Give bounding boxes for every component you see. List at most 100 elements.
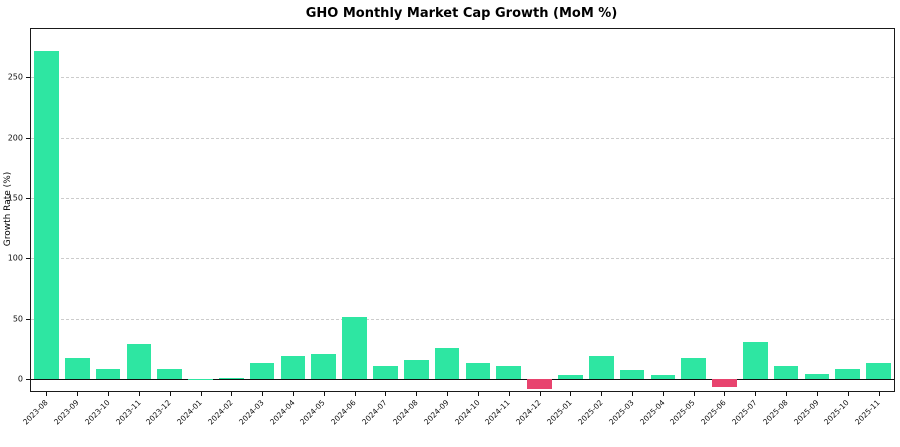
bar xyxy=(64,358,90,379)
y-tick-label: 0 xyxy=(17,374,23,384)
plot-area xyxy=(30,28,895,392)
x-tick-mark xyxy=(138,392,140,396)
bar xyxy=(249,363,275,379)
bar xyxy=(126,343,152,379)
x-tick-mark xyxy=(385,392,387,396)
y-tick-label: 50 xyxy=(12,314,23,324)
x-tick-label: 2025-01 xyxy=(545,398,574,427)
x-tick-mark xyxy=(816,392,818,396)
x-tick-label: 2023-11 xyxy=(113,398,143,427)
x-tick-mark xyxy=(262,392,264,396)
x-tick-label: 2024-01 xyxy=(175,398,204,427)
bar xyxy=(280,356,306,379)
bar xyxy=(342,317,367,379)
y-tick-mark xyxy=(26,258,30,260)
x-tick-label: 2025-09 xyxy=(791,398,821,427)
bar xyxy=(496,365,522,379)
x-tick-mark xyxy=(662,392,664,396)
y-tick-mark xyxy=(26,197,30,199)
x-tick-label: 2024-12 xyxy=(514,398,543,427)
bar xyxy=(712,378,737,388)
x-tick-mark xyxy=(878,392,880,396)
y-gridline xyxy=(31,197,894,199)
bar xyxy=(681,358,706,379)
x-tick-label: 2024-06 xyxy=(329,398,358,427)
x-tick-mark xyxy=(108,392,110,396)
bar xyxy=(34,50,59,379)
x-tick-mark xyxy=(724,392,726,396)
bar xyxy=(835,369,861,379)
x-tick-label: 2025-11 xyxy=(853,398,882,427)
x-tick-label: 2025-06 xyxy=(699,398,728,427)
bar xyxy=(434,347,460,379)
x-tick-label: 2025-07 xyxy=(730,398,759,427)
zero-line xyxy=(31,378,894,380)
x-tick-mark xyxy=(508,392,510,396)
bar xyxy=(311,353,337,379)
x-tick-mark xyxy=(292,392,294,396)
bar xyxy=(866,363,891,379)
x-tick-mark xyxy=(447,392,449,396)
x-tick-mark xyxy=(539,392,541,396)
y-gridline xyxy=(31,258,894,260)
x-tick-mark xyxy=(786,392,788,396)
x-tick-label: 2023-09 xyxy=(52,398,81,427)
x-tick-label: 2023-08 xyxy=(21,398,50,427)
x-tick-mark xyxy=(632,392,634,396)
x-tick-mark xyxy=(416,392,418,396)
x-tick-mark xyxy=(570,392,572,396)
x-tick-label: 2024-08 xyxy=(391,398,420,427)
bar xyxy=(95,369,121,379)
bar xyxy=(219,378,244,379)
x-tick-label: 2025-08 xyxy=(760,398,790,427)
x-tick-label: 2024-07 xyxy=(360,398,389,427)
chart-title: GHO Monthly Market Cap Growth (MoM %) xyxy=(305,6,618,21)
y-gridline xyxy=(31,318,894,320)
x-tick-mark xyxy=(231,392,233,396)
y-tick-mark xyxy=(26,77,30,79)
y-tick-label: 250 xyxy=(7,72,23,82)
bar xyxy=(157,369,183,379)
x-tick-label: 2024-10 xyxy=(452,398,482,427)
y-tick-mark xyxy=(26,378,30,380)
x-tick-mark xyxy=(77,392,79,396)
x-tick-mark xyxy=(477,392,479,396)
x-tick-label: 2024-04 xyxy=(267,398,297,427)
bar xyxy=(742,341,768,379)
x-tick-label: 2024-09 xyxy=(421,398,451,427)
bar xyxy=(465,363,491,379)
x-tick-label: 2024-03 xyxy=(237,398,266,427)
y-tick-mark xyxy=(26,137,30,139)
y-tick-label: 200 xyxy=(7,133,23,143)
x-tick-label: 2024-11 xyxy=(483,398,513,427)
y-gridline xyxy=(31,77,894,79)
x-tick-label: 2023-10 xyxy=(82,398,112,427)
x-tick-label: 2025-05 xyxy=(668,398,698,427)
x-tick-mark xyxy=(354,392,356,396)
y-tick-label: 100 xyxy=(7,253,23,263)
x-tick-label: 2024-05 xyxy=(298,398,328,427)
x-tick-label: 2023-12 xyxy=(144,398,174,427)
x-tick-mark xyxy=(601,392,603,396)
x-tick-mark xyxy=(755,392,757,396)
bar xyxy=(558,375,583,379)
x-tick-label: 2025-02 xyxy=(576,398,605,427)
x-tick-mark xyxy=(169,392,171,396)
bar xyxy=(650,375,676,379)
bar xyxy=(804,374,830,379)
bar xyxy=(373,365,398,379)
y-tick-mark xyxy=(26,318,30,320)
x-tick-mark xyxy=(200,392,202,396)
x-tick-mark xyxy=(693,392,695,396)
bar xyxy=(619,370,645,379)
bar xyxy=(773,365,799,379)
y-axis-label: Growth Rate (%) xyxy=(3,171,13,247)
x-tick-mark xyxy=(847,392,849,396)
y-axis-label-column: Growth Rate (%) xyxy=(0,28,16,390)
bar xyxy=(403,359,429,379)
y-gridline xyxy=(31,137,894,139)
x-tick-label: 2025-03 xyxy=(606,398,636,427)
x-tick-label: 2025-10 xyxy=(822,398,852,427)
x-tick-mark xyxy=(323,392,325,396)
